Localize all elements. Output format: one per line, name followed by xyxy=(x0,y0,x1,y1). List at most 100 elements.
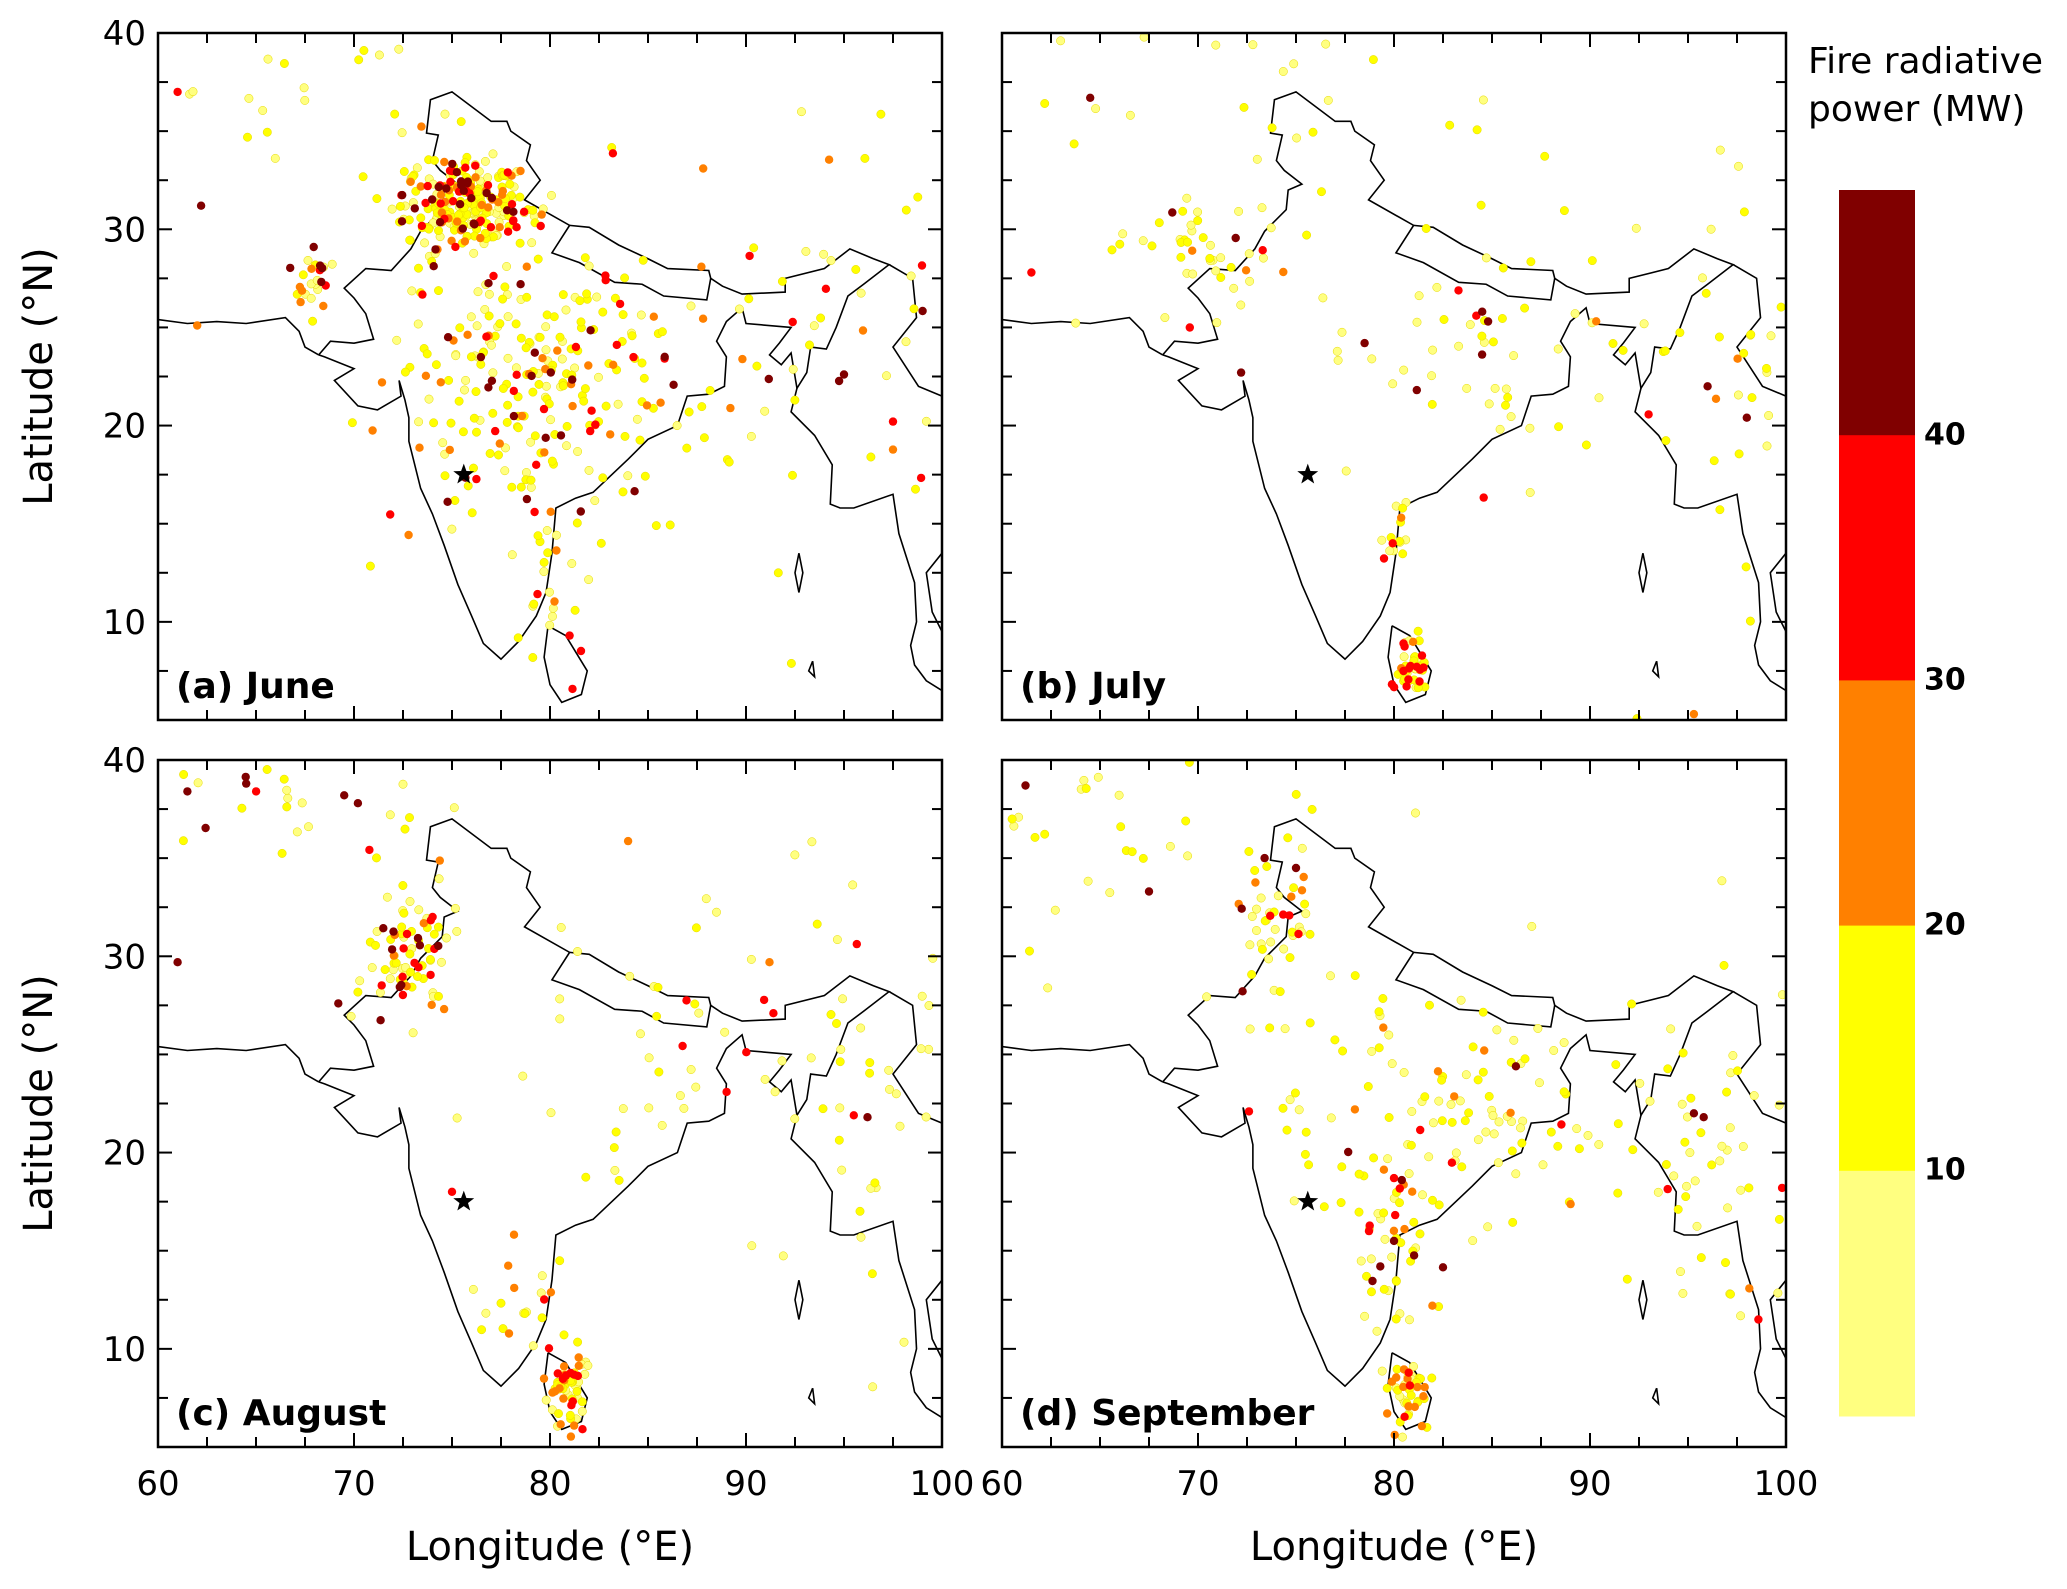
fire-point xyxy=(675,1091,685,1101)
fire-point xyxy=(1546,1127,1556,1137)
fire-point xyxy=(295,282,305,292)
fire-point xyxy=(413,933,423,943)
fire-point xyxy=(488,368,498,378)
fire-point xyxy=(327,259,337,269)
fire-point xyxy=(472,474,481,484)
fire-point xyxy=(365,561,375,571)
fire-point xyxy=(1266,911,1275,920)
fire-point xyxy=(720,1027,730,1037)
fire-point xyxy=(1407,1107,1417,1116)
fire-point xyxy=(556,431,566,440)
fire-point xyxy=(303,255,313,265)
fire-point xyxy=(483,173,493,183)
nicobar-islands xyxy=(807,660,816,680)
fire-point xyxy=(270,153,280,163)
fire-point xyxy=(660,352,669,361)
fire-point xyxy=(1377,1366,1387,1376)
fire-point xyxy=(530,507,539,517)
fire-point xyxy=(1456,995,1466,1005)
fire-point xyxy=(1182,193,1192,203)
fire-point xyxy=(537,1271,547,1281)
fire-point xyxy=(1412,317,1422,327)
fire-point xyxy=(870,1178,880,1188)
fire-point xyxy=(614,1175,624,1185)
fire-point xyxy=(586,426,595,436)
fire-point xyxy=(487,376,497,385)
fire-point xyxy=(1744,1183,1754,1193)
fire-point xyxy=(1398,503,1408,513)
fire-point xyxy=(472,321,482,331)
fire-point xyxy=(541,381,551,391)
fire-point xyxy=(399,167,409,176)
fire-point xyxy=(1391,1314,1401,1324)
fire-point xyxy=(1554,422,1564,432)
fire-point xyxy=(1745,616,1755,626)
fire-point xyxy=(1439,315,1449,324)
fire-point xyxy=(1294,1105,1304,1115)
fire-point xyxy=(405,949,415,959)
fire-point xyxy=(1408,637,1418,646)
fire-point xyxy=(1428,1118,1438,1128)
fire-point xyxy=(282,785,292,795)
fire-point xyxy=(1025,946,1034,956)
fire-point xyxy=(1399,652,1409,662)
fire-point xyxy=(1391,1276,1401,1286)
fire-point xyxy=(1627,999,1637,1009)
fire-point xyxy=(1540,151,1550,161)
fire-point xyxy=(1498,263,1508,273)
fire-point xyxy=(1341,466,1351,476)
fire-point xyxy=(1516,1123,1525,1133)
fire-point xyxy=(1300,899,1310,909)
fire-point xyxy=(1447,1117,1457,1127)
fire-point xyxy=(618,1104,628,1114)
fire-point xyxy=(1275,987,1285,997)
fire-point xyxy=(1405,1315,1414,1325)
fire-point xyxy=(555,332,565,342)
fire-point xyxy=(611,1127,621,1137)
fire-point xyxy=(398,881,408,890)
fire-point xyxy=(1366,1254,1376,1264)
fire-point xyxy=(304,822,313,832)
fire-point xyxy=(201,823,210,833)
fire-point xyxy=(590,496,600,506)
fire-point xyxy=(636,1029,645,1039)
fire-point xyxy=(1093,772,1103,782)
fire-point xyxy=(1481,1127,1491,1137)
fire-point xyxy=(1406,1140,1416,1150)
fire-point xyxy=(1746,330,1756,339)
fire-point xyxy=(752,361,762,371)
fire-point xyxy=(1326,971,1335,981)
nicobar-islands xyxy=(1651,1387,1660,1407)
fire-point xyxy=(1278,1103,1288,1113)
fire-point xyxy=(572,1386,582,1396)
fire-point xyxy=(441,933,451,943)
fire-point xyxy=(296,297,305,307)
fire-point xyxy=(1777,990,1786,1000)
fire-point xyxy=(882,371,891,381)
fire-point xyxy=(1685,1148,1695,1158)
fire-point xyxy=(1376,1262,1385,1271)
fire-point xyxy=(1762,441,1772,451)
fire-point xyxy=(173,87,182,97)
fire-point xyxy=(738,354,747,364)
fire-point xyxy=(1206,240,1215,250)
fire-point xyxy=(1391,1210,1400,1220)
fire-point xyxy=(424,394,434,404)
fire-point xyxy=(567,1401,576,1410)
fire-point xyxy=(527,238,537,248)
fire-point xyxy=(746,431,756,441)
fire-point xyxy=(1389,1226,1399,1236)
fire-point xyxy=(1384,1030,1394,1040)
fire-point xyxy=(559,1330,569,1340)
fire-point xyxy=(438,438,448,448)
fire-point xyxy=(1739,207,1749,217)
fire-point xyxy=(467,508,477,518)
fire-point xyxy=(594,372,603,382)
fire-point xyxy=(450,496,460,505)
fire-point xyxy=(469,413,479,423)
colorbar xyxy=(1839,190,1915,1417)
fire-point xyxy=(541,345,551,355)
fire-point xyxy=(1415,677,1424,686)
fire-point xyxy=(584,465,594,475)
fire-point xyxy=(1212,318,1222,328)
